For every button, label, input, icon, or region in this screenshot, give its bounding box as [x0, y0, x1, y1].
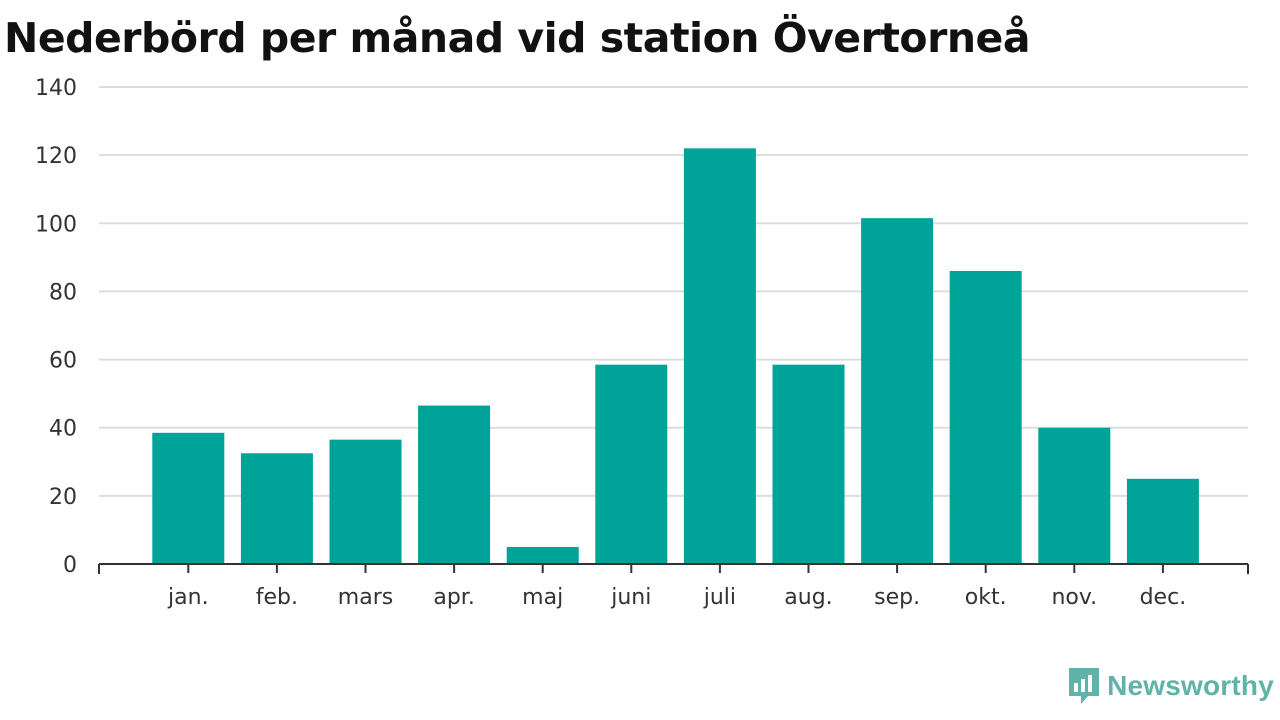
chart-title: Nederbörd per månad vid station Övertorn…	[4, 14, 1030, 62]
tick-labels: 0 20 40 60 80 100 120 140 jan. feb. mars apr. maj jun…	[35, 76, 1186, 610]
bar-4	[506, 546, 579, 564]
bar-7	[772, 364, 845, 564]
x-axis	[98, 563, 1249, 574]
bar-1	[240, 453, 313, 564]
bar-0	[152, 432, 225, 564]
y-tick-label: 120	[35, 144, 77, 169]
y-tick-label: 40	[49, 417, 77, 442]
x-tick-label: juni	[610, 585, 651, 610]
x-tick-label: juli	[703, 585, 736, 610]
x-tick-label: okt.	[965, 585, 1007, 610]
x-tick-label: apr.	[433, 585, 474, 610]
y-tick-label: 20	[49, 485, 77, 510]
y-tick-label: 100	[35, 212, 77, 237]
bar-8	[861, 218, 934, 565]
bar-5	[595, 364, 668, 564]
newsworthy-logo-icon	[1069, 668, 1100, 704]
x-tick-label: mars	[338, 585, 393, 610]
x-tick-label: dec.	[1140, 585, 1187, 610]
x-tick-label: jan.	[167, 585, 209, 610]
bar-6	[683, 148, 756, 565]
bar-2	[329, 439, 402, 564]
y-tick-label: 60	[49, 349, 77, 374]
brand-logo: Newsworthy	[1067, 666, 1274, 706]
bar-10	[1038, 427, 1111, 564]
x-tick-label: maj	[522, 585, 563, 610]
bars	[152, 148, 1199, 565]
y-tick-label: 140	[35, 76, 77, 101]
bar-11	[1126, 478, 1199, 564]
brand-name: Newsworthy	[1107, 670, 1274, 701]
x-tick-label: aug.	[784, 585, 832, 610]
y-tick-label: 0	[63, 553, 77, 578]
x-tick-label: nov.	[1051, 585, 1097, 610]
bar-9	[949, 270, 1022, 564]
x-tick-label: feb.	[256, 585, 298, 610]
y-tick-label: 80	[49, 280, 77, 305]
bar-3	[418, 405, 491, 564]
x-tick-label: sep.	[874, 585, 920, 610]
